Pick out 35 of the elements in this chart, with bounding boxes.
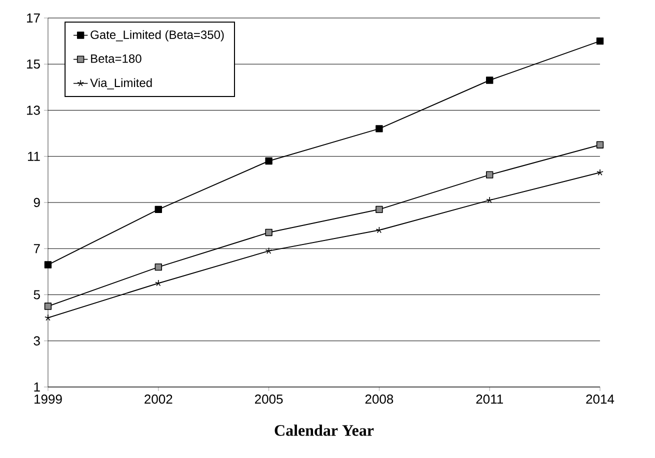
y-tick-label: 5 xyxy=(34,290,40,300)
legend-label: Beta=180 xyxy=(91,54,142,63)
point xyxy=(376,226,383,234)
legend-label: Via_Limited xyxy=(90,78,152,90)
y-tick-label: 15 xyxy=(27,60,40,69)
point xyxy=(596,141,604,148)
point xyxy=(154,263,162,271)
point xyxy=(154,206,162,214)
point xyxy=(265,247,272,254)
y-tick-label: 7 xyxy=(34,244,40,254)
point xyxy=(44,261,52,268)
x-tick-label: 2005 xyxy=(255,394,283,404)
y-tick-label: 9 xyxy=(34,198,40,208)
y-tick-label: 17 xyxy=(27,14,40,22)
x-tick-label: 2014 xyxy=(586,394,614,404)
point xyxy=(596,37,604,45)
y-tick-label: 13 xyxy=(27,106,40,115)
x-axis-title: Calendar Year xyxy=(274,424,374,436)
point xyxy=(486,171,494,178)
point xyxy=(486,76,494,84)
y-tick-label: 3 xyxy=(34,336,40,346)
x-tick-label: 2002 xyxy=(144,394,172,404)
point xyxy=(376,125,383,132)
x-tick-label: 2008 xyxy=(365,394,394,404)
point xyxy=(486,196,494,204)
y-tick-label: 1 xyxy=(34,382,40,392)
point xyxy=(154,280,162,286)
point xyxy=(44,302,52,310)
point xyxy=(265,228,272,236)
point xyxy=(376,206,383,214)
y-tick-label: 11 xyxy=(28,152,40,161)
legend-label: Gate_Limited (Beta=350) xyxy=(90,30,224,42)
point xyxy=(265,157,272,165)
x-tick-label: 1999 xyxy=(34,394,62,404)
x-tick-label: 2011 xyxy=(476,394,503,404)
